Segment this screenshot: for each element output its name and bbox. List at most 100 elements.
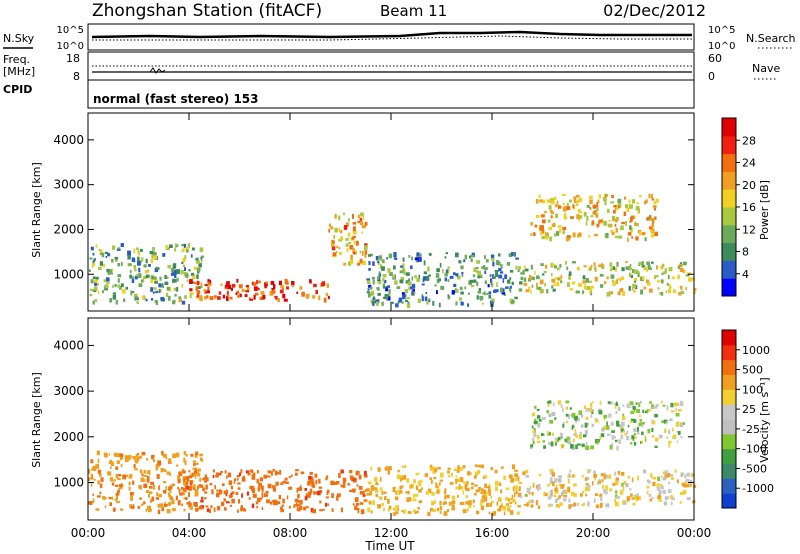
echo-cell-4 (554, 477, 557, 483)
echo-cell-1 (253, 294, 256, 300)
echo-cell-4 (592, 481, 594, 486)
echo-cell-0 (149, 508, 152, 512)
echo-cell-5 (606, 292, 611, 297)
y-tick-label: 1000 (53, 267, 84, 281)
echo-cell-5 (671, 276, 675, 280)
echo-cell-2 (338, 238, 342, 242)
echo-cell-2 (458, 485, 461, 490)
echo-cell-0 (193, 462, 196, 467)
echo-cell-3 (614, 404, 617, 409)
echo-cell-3 (585, 445, 590, 450)
echo-cell-0 (154, 268, 159, 273)
echo-cell-2 (436, 485, 440, 489)
echo-cell-4 (670, 474, 673, 477)
echo-cell-5 (693, 288, 697, 291)
echo-cell-4 (627, 475, 630, 479)
echo-cell-5 (661, 264, 664, 269)
echo-cell-4 (530, 233, 533, 236)
echo-cell-4 (524, 493, 528, 497)
echo-cell-0 (172, 453, 177, 459)
echo-cell-2 (511, 464, 516, 470)
echo-cell-1 (278, 280, 282, 286)
echo-cell-4 (658, 494, 661, 498)
echo-cell-0 (143, 478, 146, 482)
echo-cell-4 (684, 474, 687, 479)
echo-cell-4 (664, 496, 668, 501)
echo-cell-0 (177, 500, 181, 506)
echo-cell-4 (601, 479, 604, 482)
echo-cell-0 (183, 451, 187, 455)
echo-cell-1 (253, 282, 257, 286)
echo-cell-4 (587, 485, 591, 491)
echo-cell-0 (96, 495, 101, 498)
echo-cell-1 (224, 285, 227, 288)
echo-cell-0 (193, 266, 196, 271)
echo-cell-1 (211, 489, 214, 495)
echo-cell-4 (568, 235, 571, 238)
echo-cell-1 (192, 472, 194, 478)
colorbar-tick-label: -100 (742, 443, 767, 456)
echo-cell-3 (505, 286, 509, 289)
echo-cell-4 (613, 205, 618, 208)
echo-cell-1 (264, 476, 267, 479)
echo-cell-1 (202, 477, 205, 481)
echo-cell-4 (526, 487, 531, 493)
echo-cell-0 (175, 452, 180, 458)
echo-cell-3 (378, 271, 381, 275)
echo-cell-1 (316, 490, 321, 496)
echo-cell-0 (99, 473, 102, 477)
echo-cell-4 (605, 232, 609, 238)
echo-cell-4 (658, 490, 662, 495)
echo-cell-3 (467, 303, 470, 307)
echo-cell-1 (333, 481, 338, 485)
echo-cell-0 (98, 248, 101, 252)
echo-cell-2 (436, 490, 439, 494)
echo-cell-0 (139, 497, 142, 500)
echo-cell-3 (418, 274, 421, 280)
echo-cell-1 (216, 492, 220, 498)
echo-cell-5 (578, 283, 582, 287)
echo-cell-4 (650, 193, 653, 199)
echo-cell-3 (379, 264, 383, 269)
echo-cell-4 (633, 496, 637, 500)
echo-cell-4 (593, 473, 598, 478)
y-tick-label: 2000 (53, 222, 84, 236)
echo-cell-3 (552, 402, 555, 407)
echo-cell-3 (500, 271, 504, 274)
echo-cell-1 (222, 294, 226, 299)
echo-cell-4 (596, 207, 599, 212)
echo-cell-0 (117, 490, 120, 495)
echo-cell-1 (189, 279, 193, 284)
echo-cell-1 (226, 501, 230, 504)
echo-cell-1 (296, 488, 299, 493)
echo-cell-2 (438, 482, 441, 486)
echo-cell-0 (199, 285, 203, 288)
echo-cell-3 (574, 429, 577, 434)
echo-cell-1 (299, 505, 303, 510)
echo-cell-0 (107, 253, 111, 257)
echo-cell-1 (309, 471, 313, 475)
echo-cell-4 (535, 199, 539, 204)
echo-cell-4 (650, 234, 654, 238)
echo-cell-4 (593, 205, 598, 208)
echo-cell-1 (260, 291, 265, 295)
echo-cell-2 (463, 481, 467, 484)
echo-cell-0 (137, 260, 141, 266)
echo-cell-0 (149, 491, 153, 494)
echo-cell-5 (572, 281, 576, 285)
echo-cell-3 (494, 289, 499, 293)
echo-cell-1 (349, 470, 353, 474)
echo-cell-5 (520, 272, 524, 275)
echo-cell-4 (561, 492, 564, 497)
echo-cell-3 (435, 273, 440, 278)
echo-cell-5 (673, 289, 676, 294)
echo-cell-2 (396, 474, 401, 480)
echo-cell-0 (183, 497, 187, 500)
echo-cell-3 (642, 409, 644, 414)
echo-cell-0 (117, 278, 120, 283)
echo-cell-4 (663, 501, 668, 506)
echo-cell-3 (573, 416, 578, 420)
echo-cell-2 (455, 478, 458, 482)
x-tick-label: 08:00 (273, 526, 308, 540)
echo-cell-1 (358, 474, 362, 480)
